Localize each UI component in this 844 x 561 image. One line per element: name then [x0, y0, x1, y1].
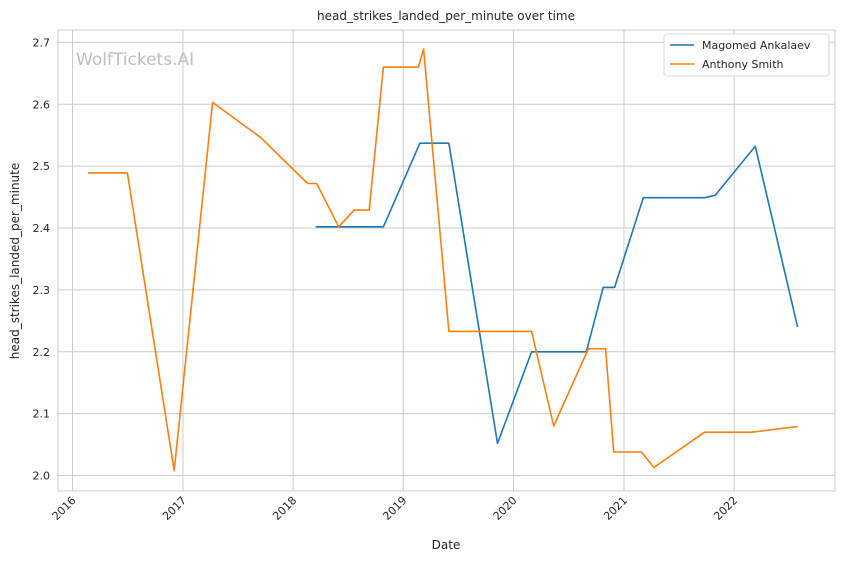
- legend-box: [663, 33, 830, 77]
- watermark-text: WolfTickets.AI: [76, 50, 194, 70]
- series-lines: [87, 48, 799, 472]
- plot-area-frame: [57, 29, 836, 492]
- x-axis-title: Date: [432, 538, 461, 552]
- y-tick-label: 2.0: [33, 470, 51, 483]
- y-tick-label: 2.2: [33, 346, 51, 359]
- y-tick-label: 2.1: [33, 408, 51, 421]
- y-axis-title: head_strikes_landed_per_minute: [8, 163, 22, 360]
- y-tick-label: 2.5: [33, 160, 51, 173]
- y-tick-label: 2.3: [33, 284, 51, 297]
- y-tick-label: 2.7: [33, 36, 51, 49]
- y-tick-label: 2.6: [33, 98, 51, 111]
- series-line-anthony-smith: [87, 48, 798, 472]
- legend-label-magomed-ankalaev: Magomed Ankalaev: [702, 39, 811, 52]
- legend: Magomed Ankalaev Anthony Smith: [663, 33, 830, 77]
- chart-title: head_strikes_landed_per_minute over time: [317, 9, 575, 23]
- y-tick-label: 2.4: [33, 222, 51, 235]
- legend-label-anthony-smith: Anthony Smith: [702, 58, 784, 71]
